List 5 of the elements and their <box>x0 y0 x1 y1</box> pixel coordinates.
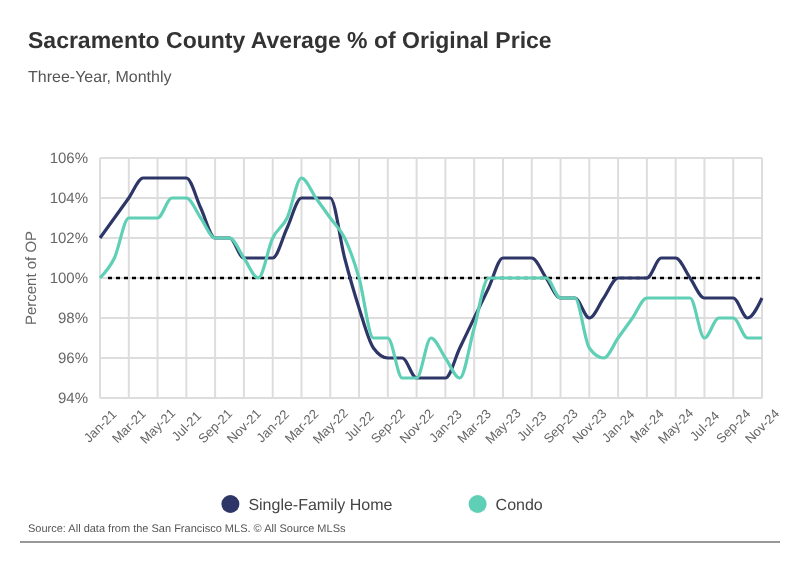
chart-subtitle: Three-Year, Monthly <box>28 68 172 86</box>
legend-label: Single-Family Home <box>248 495 394 514</box>
chart-title: Sacramento County Average % of Original Price <box>28 30 552 54</box>
legend-label: Condo <box>495 495 544 514</box>
line-series <box>98 176 764 380</box>
